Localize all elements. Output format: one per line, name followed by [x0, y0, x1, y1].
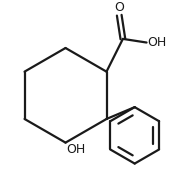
- Text: OH: OH: [147, 36, 167, 49]
- Text: OH: OH: [66, 143, 85, 156]
- Text: O: O: [114, 1, 124, 14]
